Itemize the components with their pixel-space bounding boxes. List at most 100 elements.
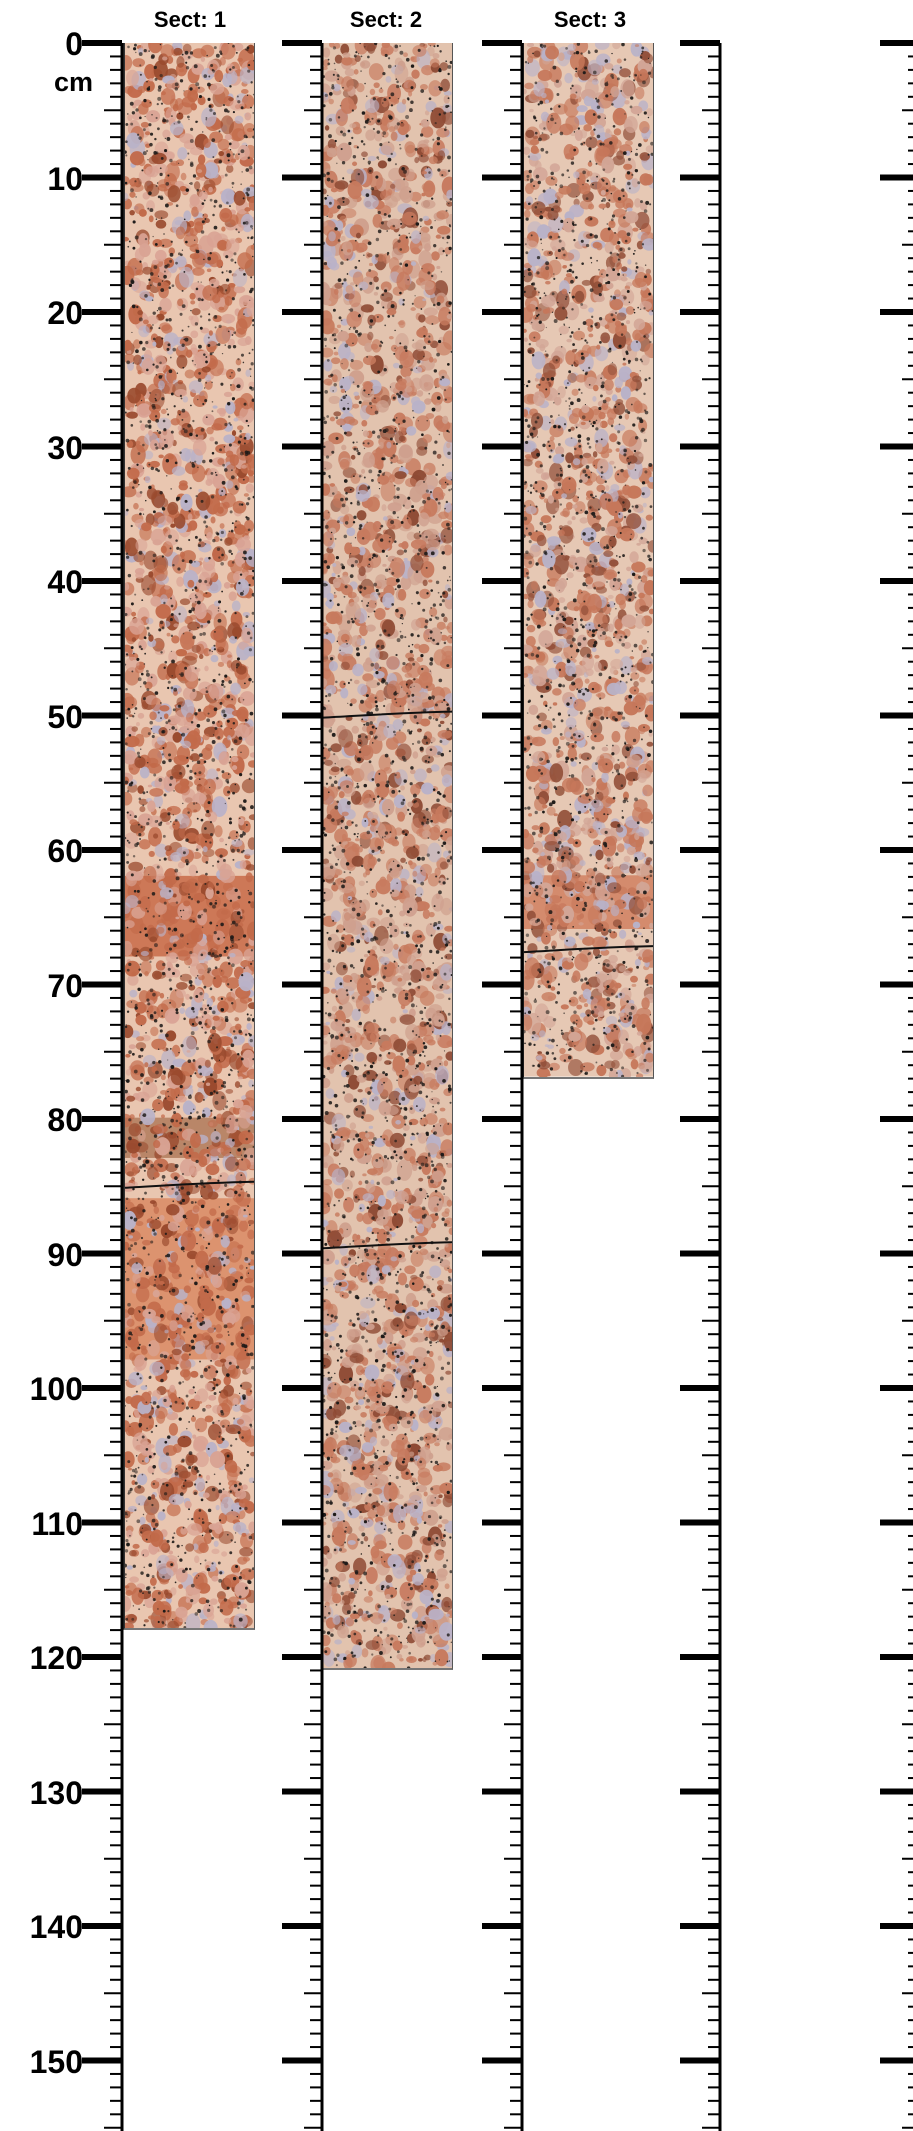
dark-mineral-speck: [156, 103, 159, 106]
mineral-grain: [211, 1324, 217, 1329]
dark-mineral-speck: [193, 1334, 197, 1338]
dark-mineral-speck: [189, 1146, 191, 1149]
mineral-grain: [174, 782, 190, 794]
mineral-grain: [182, 396, 189, 403]
dark-mineral-speck: [182, 802, 184, 805]
dark-mineral-speck: [126, 1542, 130, 1547]
mineral-grain: [218, 1512, 228, 1524]
mineral-grain: [376, 1228, 388, 1244]
dark-mineral-speck: [211, 401, 214, 403]
mineral-grain: [181, 1035, 197, 1058]
dark-mineral-speck: [168, 1126, 171, 1129]
dark-mineral-speck: [226, 719, 230, 723]
mineral-grain: [219, 283, 231, 295]
mineral-grain: [192, 792, 207, 805]
dark-mineral-speck: [190, 1031, 195, 1036]
dark-mineral-speck: [155, 467, 159, 471]
mineral-grain: [206, 934, 213, 943]
dark-mineral-speck: [125, 1379, 127, 1382]
mineral-grain: [179, 1158, 195, 1177]
dark-mineral-speck: [180, 975, 182, 977]
mineral-grain: [410, 307, 416, 311]
dark-mineral-speck: [201, 926, 204, 929]
mineral-grain: [154, 843, 168, 858]
dark-mineral-speck: [130, 1474, 133, 1478]
dark-mineral-speck: [194, 1391, 197, 1394]
dark-mineral-speck: [245, 1137, 249, 1141]
mineral-grain: [185, 1613, 201, 1629]
dark-mineral-speck: [179, 1492, 184, 1496]
dark-mineral-speck: [181, 732, 186, 737]
dark-mineral-speck: [202, 632, 206, 636]
dark-mineral-speck: [245, 1267, 248, 1269]
dark-mineral-speck: [125, 1024, 127, 1026]
dark-mineral-speck: [224, 802, 226, 805]
mineral-grain: [157, 269, 172, 281]
dark-mineral-speck: [151, 734, 155, 739]
dark-mineral-speck: [137, 677, 142, 682]
section-2-title: Sect: 2: [349, 7, 423, 32]
dark-mineral-speck: [140, 825, 143, 829]
mineral-grain: [235, 1171, 247, 1188]
mineral-grain: [358, 1203, 366, 1213]
dark-mineral-speck: [229, 817, 232, 821]
dark-mineral-speck: [151, 891, 156, 896]
dark-mineral-speck: [212, 213, 215, 217]
dark-mineral-speck: [207, 82, 211, 87]
dark-mineral-speck: [140, 748, 142, 750]
mineral-grain: [183, 90, 192, 98]
mineral-grain: [248, 814, 254, 821]
mineral-grain: [207, 1119, 218, 1128]
dark-mineral-speck: [205, 1267, 209, 1271]
mineral-grain: [127, 257, 143, 276]
mineral-grain: [340, 687, 349, 699]
mineral-grain: [217, 1000, 229, 1013]
dark-mineral-speck: [154, 1522, 159, 1527]
mineral-grain: [165, 821, 170, 825]
mineral-grain: [178, 1584, 184, 1589]
dark-mineral-speck: [142, 443, 145, 447]
dark-mineral-speck: [192, 802, 196, 805]
dark-mineral-speck: [160, 102, 164, 105]
dark-mineral-speck: [225, 1255, 230, 1260]
dark-mineral-speck: [133, 1069, 138, 1074]
mineral-grain: [148, 1424, 154, 1429]
dark-mineral-speck: [189, 182, 193, 185]
dark-mineral-speck: [195, 1317, 199, 1320]
dark-mineral-speck: [242, 361, 245, 364]
mineral-grain: [141, 1239, 152, 1246]
dark-mineral-speck: [142, 697, 146, 701]
dark-mineral-speck: [231, 848, 235, 853]
mineral-grain: [167, 185, 181, 203]
dark-mineral-speck: [230, 475, 235, 480]
dark-mineral-speck: [234, 526, 237, 529]
mineral-grain: [179, 973, 192, 982]
dark-mineral-speck: [194, 364, 196, 366]
dark-mineral-speck: [171, 1187, 174, 1191]
mineral-grain: [243, 1393, 254, 1409]
dark-mineral-speck: [226, 1203, 230, 1206]
mineral-grain: [212, 294, 221, 304]
dark-mineral-speck: [139, 838, 142, 840]
dark-mineral-speck: [199, 315, 203, 318]
mineral-grain: [137, 370, 142, 375]
dark-mineral-speck: [201, 1113, 206, 1118]
dark-mineral-speck: [159, 167, 162, 170]
dark-mineral-speck: [213, 1327, 216, 1330]
dark-mineral-speck: [215, 1345, 220, 1349]
mineral-grain: [153, 564, 168, 582]
dark-mineral-speck: [248, 1535, 253, 1540]
mineral-grain: [135, 538, 148, 553]
mineral-grain: [245, 864, 254, 871]
mineral-grain: [148, 1275, 160, 1287]
dark-mineral-speck: [229, 1118, 232, 1121]
dark-mineral-speck: [217, 1561, 221, 1565]
mineral-grain: [212, 1404, 223, 1414]
dark-mineral-speck: [234, 261, 237, 264]
mineral-grain: [199, 1614, 205, 1619]
mineral-grain: [193, 988, 204, 1003]
dark-mineral-speck: [126, 1277, 130, 1282]
dark-mineral-speck: [229, 149, 232, 151]
mineral-grain: [207, 251, 222, 268]
mineral-grain: [334, 1212, 340, 1217]
